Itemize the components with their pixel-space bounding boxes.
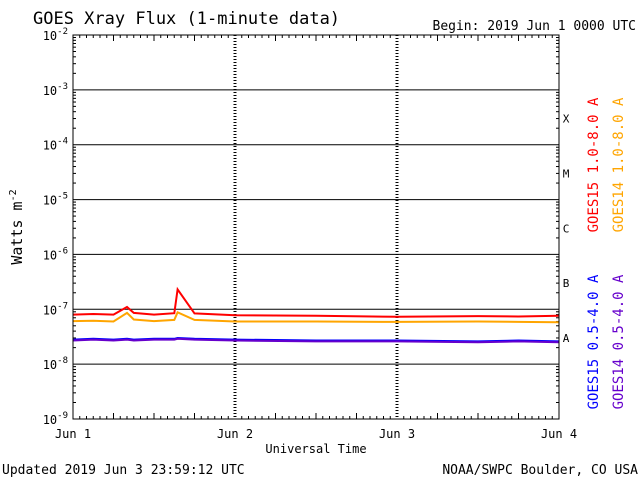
x-tick-label: Jun 4 bbox=[541, 427, 577, 441]
series-lines bbox=[72, 286, 560, 344]
plot-frame bbox=[72, 34, 560, 420]
x-tick-label: Jun 1 bbox=[55, 427, 91, 441]
legend: GOES15 1.0-8.0 A GOES14 1.0-8.0 A GOES15 0… bbox=[586, 97, 627, 409]
y-tick-label: 10-4 bbox=[43, 137, 68, 153]
y-tick-exponent: -5 bbox=[57, 192, 68, 202]
x-tick-label: Jun 3 bbox=[379, 427, 415, 441]
begin-time: Begin: 2019 Jun 1 0000 UTC bbox=[433, 19, 637, 34]
y-tick-label: 10-5 bbox=[43, 192, 68, 208]
y-tick-label: 10-3 bbox=[43, 82, 68, 98]
y-axis-label: Watts m-2 bbox=[8, 189, 26, 264]
y-tick-exponent: -4 bbox=[57, 137, 68, 147]
y-tick-exponent: -8 bbox=[57, 356, 68, 366]
y-tick-label: 10-9 bbox=[43, 411, 68, 427]
y-tick-base: 10 bbox=[43, 84, 57, 98]
y-tick-exponent: -2 bbox=[57, 27, 68, 37]
flare-class-M: M bbox=[563, 167, 570, 180]
y-tick-base: 10 bbox=[43, 194, 57, 208]
y-tick-base: 10 bbox=[43, 358, 57, 372]
flare-class-labels: X M C B A bbox=[563, 113, 570, 345]
x-axis-label: Universal Time bbox=[265, 442, 366, 456]
flare-class-A: A bbox=[563, 332, 570, 345]
y-tick-exponent: -9 bbox=[57, 411, 68, 421]
series-line-2 bbox=[72, 310, 560, 324]
y-tick-base: 10 bbox=[43, 248, 57, 262]
chart-title: GOES Xray Flux (1-minute data) bbox=[33, 9, 340, 29]
flare-class-C: C bbox=[563, 222, 570, 235]
y-tick-label: 10-2 bbox=[43, 27, 68, 43]
y-axis-label-text: Watts m bbox=[8, 201, 26, 264]
y-tick-base: 10 bbox=[43, 413, 57, 427]
legend-entry: GOES15 0.5-4.0 A bbox=[586, 274, 602, 409]
y-tick-base: 10 bbox=[43, 29, 57, 43]
x-tick-label: Jun 2 bbox=[217, 427, 253, 441]
series-line-1 bbox=[72, 286, 560, 318]
x-tick-labels: Jun 1 Jun 2 Jun 3 Jun 4 bbox=[55, 427, 577, 441]
y-tick-label: 10-6 bbox=[43, 246, 68, 262]
y-tick-base: 10 bbox=[43, 303, 57, 317]
flare-class-B: B bbox=[563, 277, 570, 290]
y-tick-labels: 10-210-310-410-510-610-710-810-9 bbox=[43, 27, 68, 427]
y-tick-base: 10 bbox=[43, 139, 57, 153]
y-axis-label-exponent: -2 bbox=[8, 189, 19, 201]
series-line-4 bbox=[72, 337, 560, 344]
legend-entry: GOES15 1.0-8.0 A bbox=[586, 97, 602, 232]
y-tick-label: 10-8 bbox=[43, 356, 68, 372]
y-tick-label: 10-7 bbox=[43, 301, 68, 317]
gridlines bbox=[73, 34, 559, 420]
updated-time: Updated 2019 Jun 3 23:59:12 UTC bbox=[2, 463, 245, 478]
legend-entry: GOES14 0.5-4.0 A bbox=[611, 274, 627, 409]
legend-entry: GOES14 1.0-8.0 A bbox=[611, 97, 627, 232]
y-tick-exponent: -6 bbox=[57, 246, 68, 256]
credit-text: NOAA/SWPC Boulder, CO USA bbox=[442, 463, 638, 478]
flare-class-X: X bbox=[563, 113, 570, 126]
y-axis-label-group: Watts m-2 bbox=[8, 189, 26, 264]
y-tick-exponent: -7 bbox=[57, 301, 68, 311]
y-tick-exponent: -3 bbox=[57, 82, 68, 92]
